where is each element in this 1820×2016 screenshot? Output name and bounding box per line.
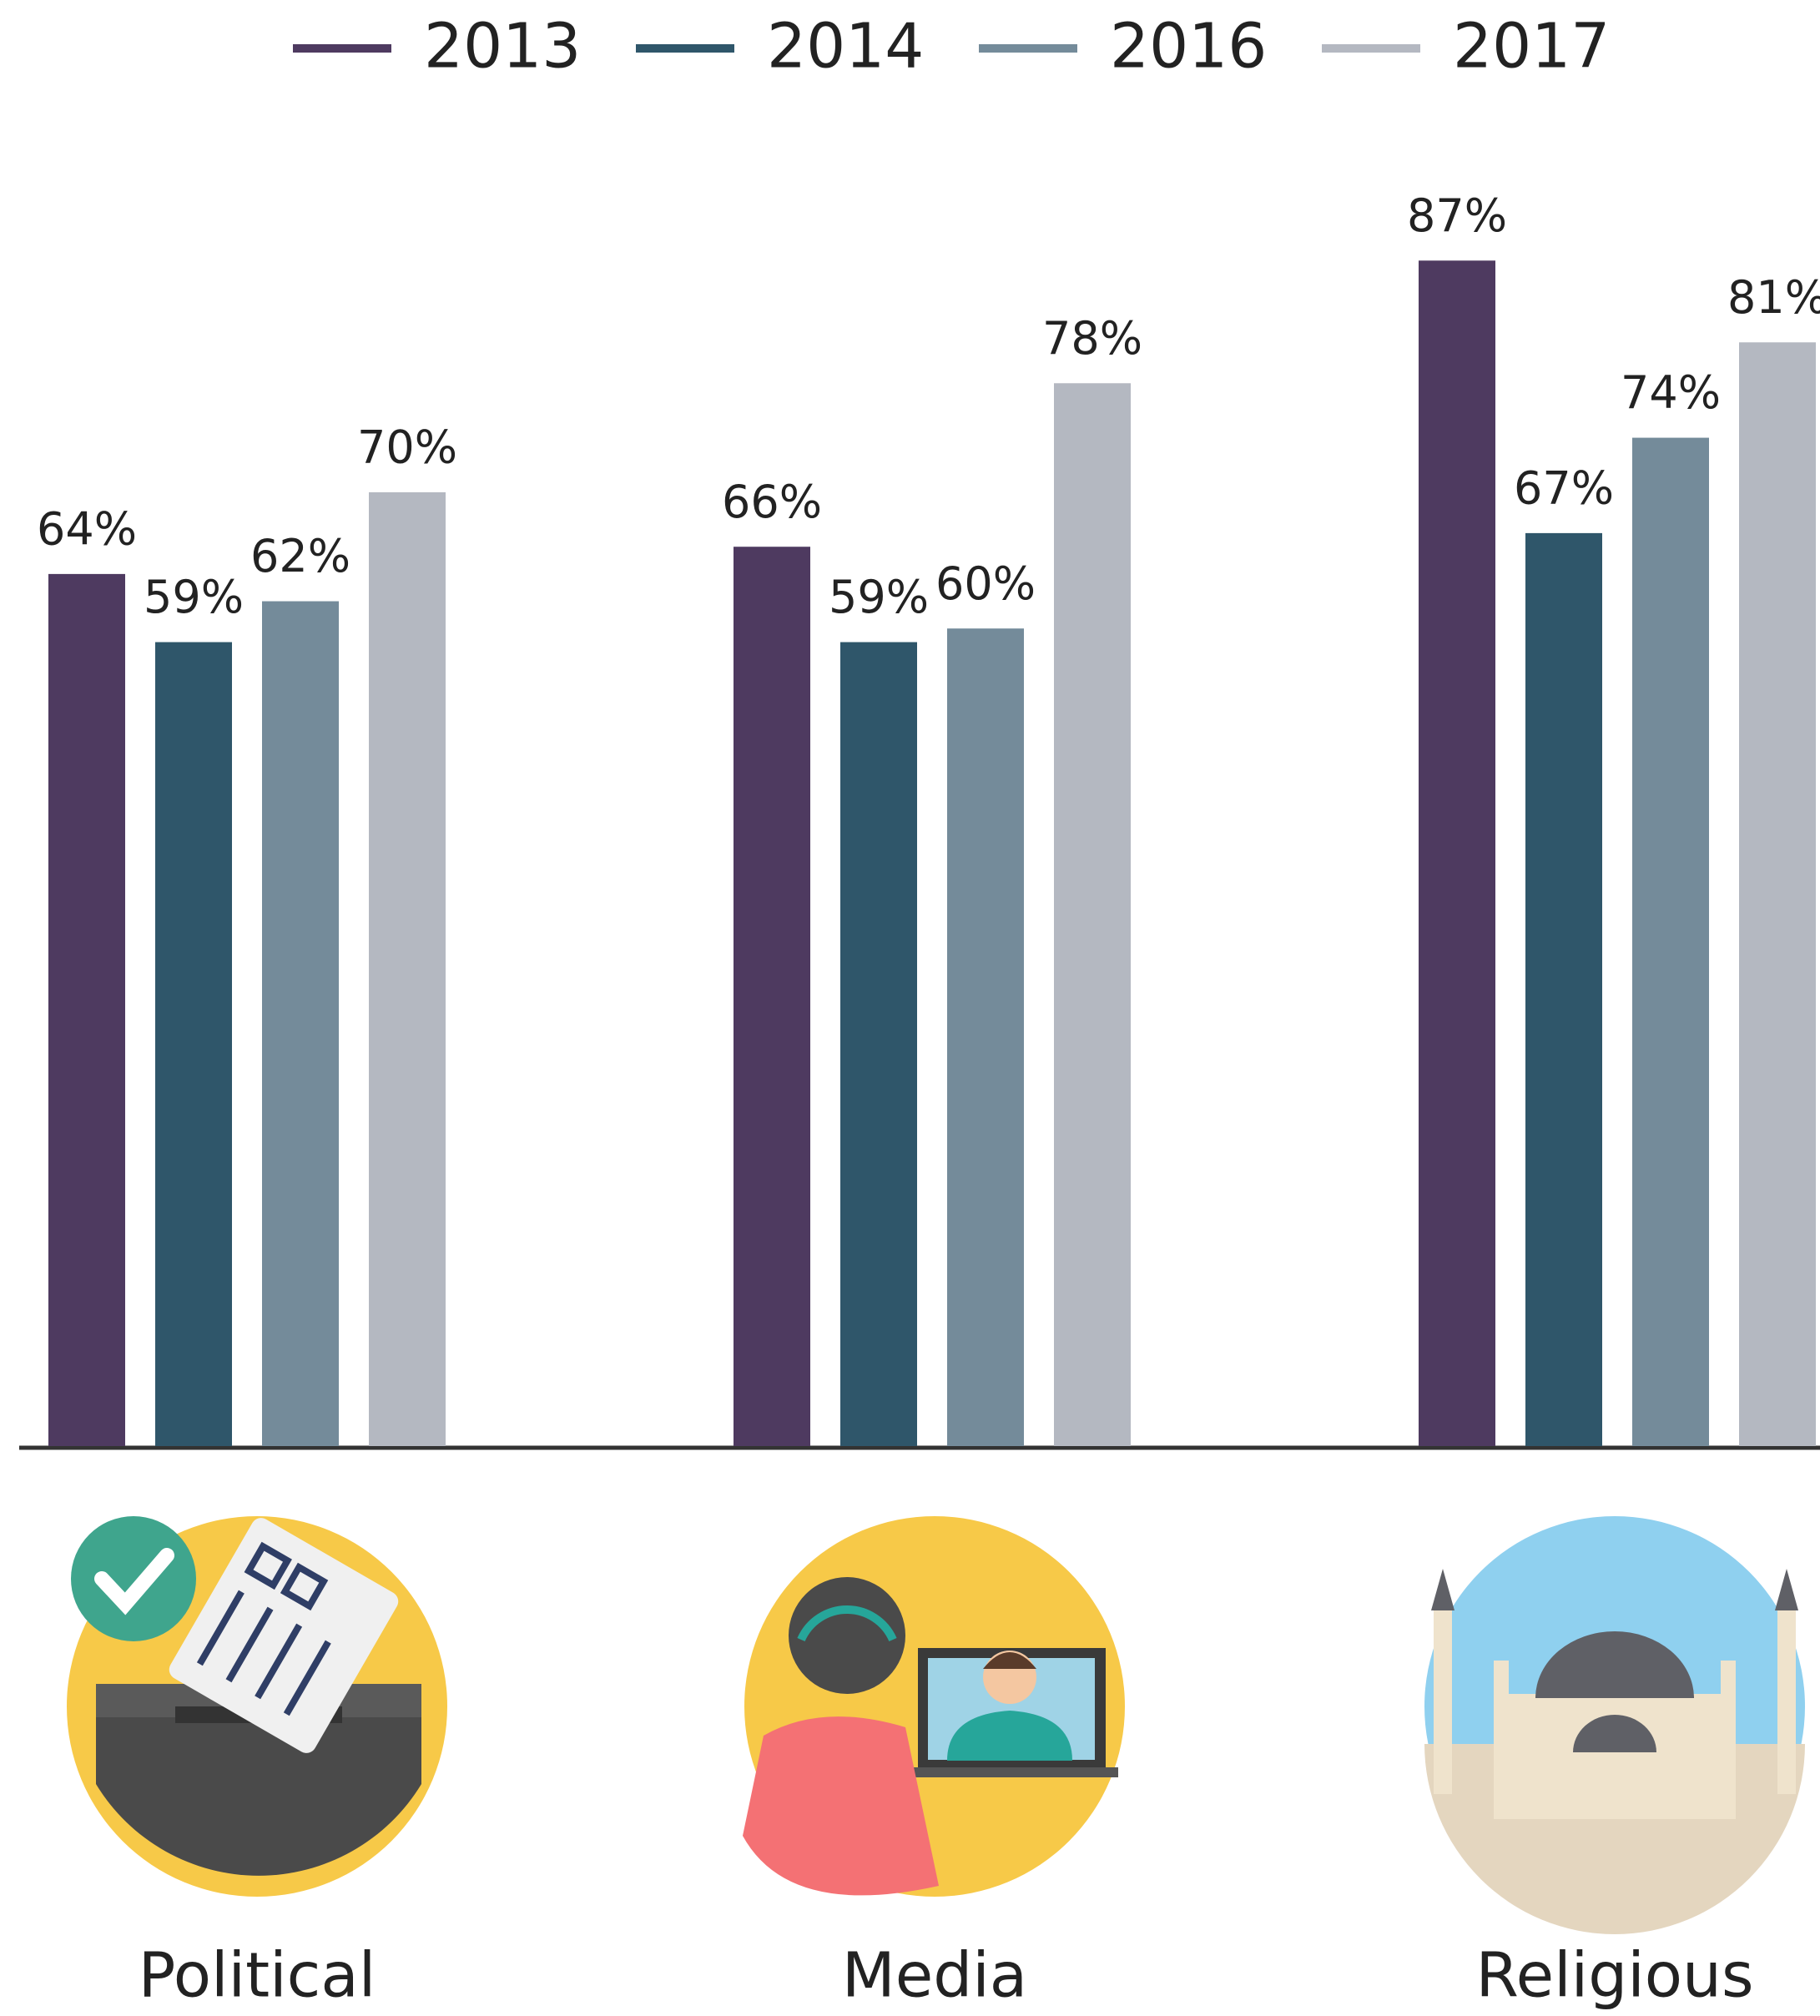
bar: [262, 602, 339, 1446]
value-label: 66%: [722, 476, 822, 528]
category-label: Religious: [1476, 1940, 1754, 2012]
bar: [369, 492, 446, 1446]
religious-icon: [1424, 1516, 1805, 1934]
value-label: 87%: [1407, 189, 1507, 242]
legend-label: 2017: [1453, 11, 1610, 83]
value-label: 62%: [250, 530, 350, 582]
bar: [1054, 383, 1131, 1446]
bar: [1419, 260, 1495, 1446]
value-label: 70%: [357, 421, 457, 474]
media-icon: [743, 1516, 1125, 1897]
value-label: 59%: [144, 571, 244, 623]
bar: [1739, 342, 1816, 1446]
political-icon: [67, 1515, 447, 1897]
bar: [734, 547, 810, 1446]
category-label: Political: [139, 1940, 376, 2012]
bar: [1632, 438, 1709, 1446]
bar: [155, 643, 232, 1446]
legend-label: 2013: [424, 11, 581, 83]
value-label: 67%: [1514, 462, 1614, 515]
value-label: 78%: [1042, 312, 1142, 365]
bar: [840, 643, 917, 1446]
bar: [1525, 533, 1602, 1446]
legend-label: 2016: [1110, 11, 1267, 83]
bar: [48, 574, 125, 1446]
category-label: Media: [842, 1940, 1027, 2012]
bar: [947, 628, 1024, 1446]
value-label: 59%: [829, 571, 929, 623]
value-label: 64%: [37, 503, 137, 556]
chart: 2013201420162017Political64%59%62%70%Med…: [0, 0, 1820, 2013]
value-label: 74%: [1621, 366, 1721, 419]
value-label: 60%: [935, 557, 1036, 610]
value-label: 81%: [1727, 271, 1820, 324]
legend-label: 2014: [767, 11, 924, 83]
